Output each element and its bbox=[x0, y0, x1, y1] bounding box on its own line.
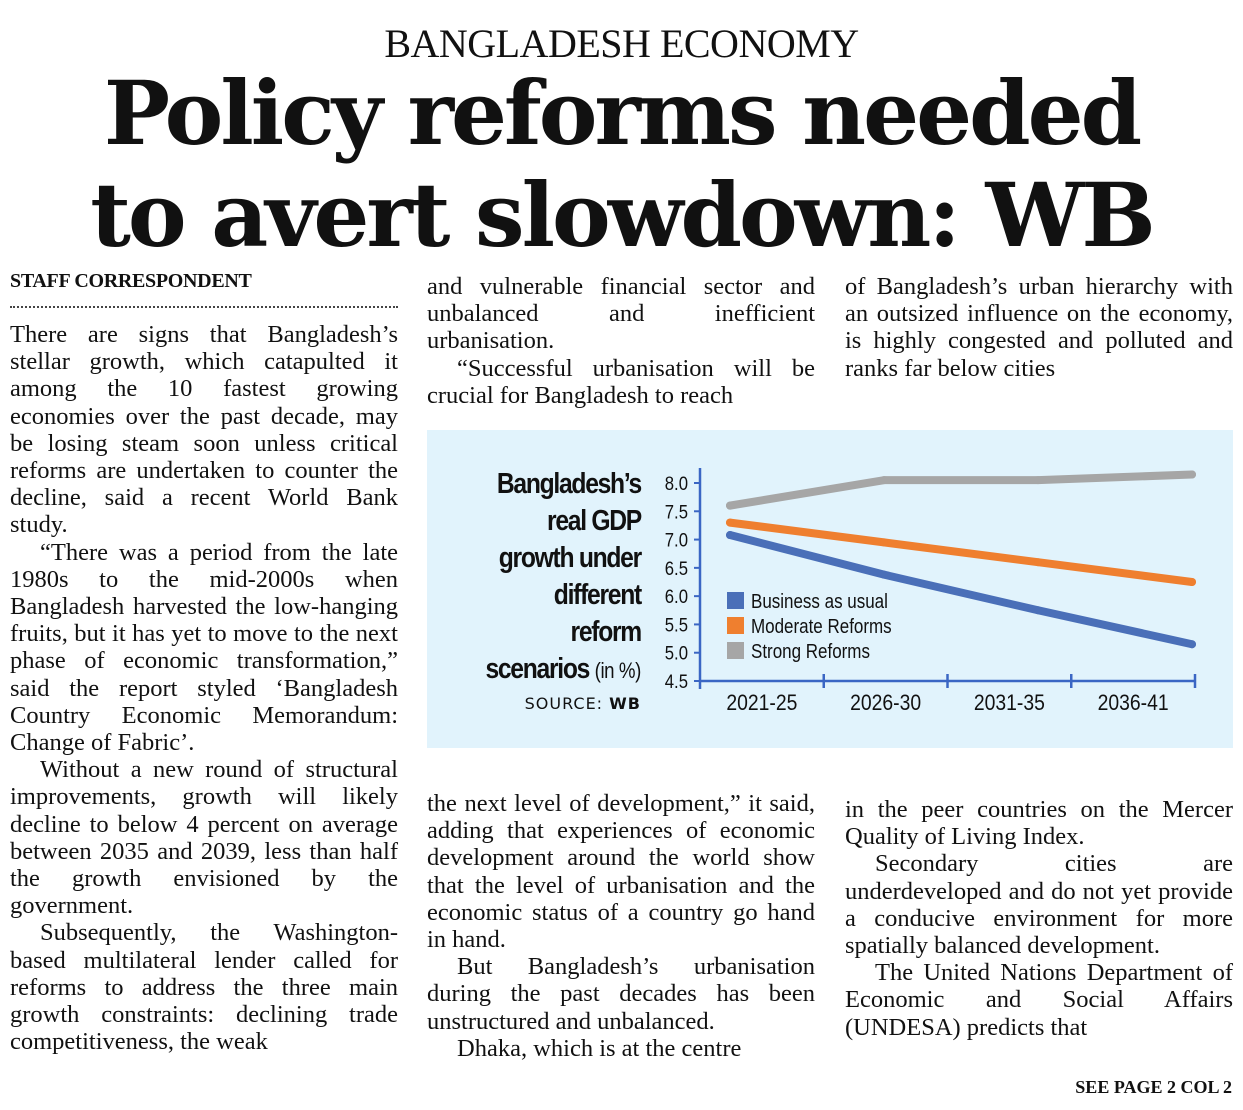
article-column-1: There are signs that Bangladesh’s stella… bbox=[10, 321, 398, 1055]
legend-label: Moderate Reforms bbox=[751, 615, 892, 638]
chart-title: Bangladesh’s real GDP growth under diffe… bbox=[485, 466, 643, 689]
paragraph: Dhaka, which is at the centre bbox=[457, 1034, 742, 1062]
chart-title-line: scenarios (in %) bbox=[485, 651, 642, 689]
data-point bbox=[1034, 606, 1042, 615]
legend-label: Business as usual bbox=[751, 590, 888, 613]
source-value: WB bbox=[609, 694, 641, 713]
series-line-moderate-reforms bbox=[726, 518, 1196, 586]
paragraph: “Successful urbanisation will be crucial… bbox=[427, 354, 815, 409]
y-tick-label: 4.5 bbox=[665, 671, 688, 692]
chart-title-word: scenarios bbox=[485, 653, 591, 685]
chart-title-line: reform bbox=[570, 616, 643, 648]
paragraph: Secondary cities are underdeveloped and … bbox=[845, 850, 1233, 960]
data-point bbox=[726, 518, 734, 527]
x-tick-label: 2026-30 bbox=[850, 691, 921, 715]
paragraph: of Bangladesh’s urban hierarchy with an … bbox=[845, 273, 1233, 382]
data-point bbox=[880, 476, 888, 485]
data-point bbox=[1034, 476, 1042, 485]
legend-swatch bbox=[727, 617, 744, 634]
paragraph: The United Nations Department of Economi… bbox=[845, 959, 1233, 1041]
chart-unit: (in %) bbox=[594, 658, 642, 683]
chart-title-line: real GDP bbox=[547, 505, 642, 537]
data-point bbox=[1188, 640, 1196, 649]
chart-source: SOURCE: WB bbox=[525, 694, 641, 713]
article-column-3-bottom: in the peer countries on the Mercer Qual… bbox=[845, 796, 1233, 1041]
y-tick-label: 6.0 bbox=[665, 586, 688, 607]
gdp-chart: Bangladesh’s real GDP growth under diffe… bbox=[427, 430, 1233, 748]
headline-line-1: Policy reforms needed bbox=[103, 61, 1142, 165]
data-point bbox=[1188, 470, 1196, 479]
paragraph: But Bangladesh’s urbanisation during the… bbox=[427, 953, 815, 1035]
source-label: SOURCE: bbox=[524, 694, 604, 713]
y-tick-label: 7.0 bbox=[665, 530, 688, 551]
data-point bbox=[880, 570, 888, 579]
chart-plot: 8.0 7.5 7.0 6.5 6.0 5.5 5.0 4.5 2021-25 2026-30 20… bbox=[665, 468, 1197, 715]
series-line-strong-reforms bbox=[726, 470, 1196, 510]
legend-label: Strong Reforms bbox=[751, 640, 870, 663]
paragraph: the next level of development,” it said,… bbox=[427, 790, 815, 954]
byline-divider bbox=[10, 306, 398, 308]
headline: Policy reforms needed to avert slowdown:… bbox=[0, 62, 1243, 266]
paragraph: Subsequently, the Washington-based multi… bbox=[10, 919, 398, 1056]
paragraph: Without a new round of structural improv… bbox=[10, 756, 398, 920]
headline-line-2: to avert slowdown: WB bbox=[90, 163, 1155, 267]
y-tick-label: 7.5 bbox=[665, 501, 688, 522]
legend-swatch bbox=[727, 642, 744, 659]
paragraph: in the peer countries on the Mercer Qual… bbox=[845, 796, 1233, 851]
byline: STAFF CORRESPONDENT bbox=[10, 270, 252, 292]
article-column-3-top: of Bangladesh’s urban hierarchy with an … bbox=[845, 273, 1233, 382]
chart-title-line: growth under bbox=[498, 542, 642, 574]
article-column-2-bottom: the next level of development,” it said,… bbox=[427, 790, 815, 1062]
paragraph: “There was a period from the late 1980s … bbox=[10, 538, 398, 757]
article-column-2-top: and vulnerable financial sector and unba… bbox=[427, 273, 815, 409]
series-line-business-as-usual bbox=[726, 531, 1196, 649]
paragraph: There are signs that Bangladesh’s stella… bbox=[10, 321, 398, 539]
chart-title-line: different bbox=[553, 579, 642, 611]
data-point bbox=[880, 538, 888, 547]
x-tick-label: 2036-41 bbox=[1098, 691, 1169, 715]
paragraph: and vulnerable financial sector and unba… bbox=[427, 273, 815, 355]
y-tick-label: 6.5 bbox=[665, 558, 688, 579]
continuation-note: SEE PAGE 2 COL 2 bbox=[1075, 1077, 1232, 1097]
data-point bbox=[726, 531, 734, 540]
x-tick-label: 2021-25 bbox=[726, 691, 797, 715]
y-tick-label: 5.5 bbox=[665, 614, 688, 635]
chart-title-line: Bangladesh’s bbox=[496, 468, 642, 500]
data-point bbox=[1034, 558, 1042, 567]
data-point bbox=[726, 501, 734, 510]
legend-swatch bbox=[727, 592, 744, 609]
section-kicker: BANGLADESH ECONOMY bbox=[384, 21, 859, 66]
data-point bbox=[1188, 578, 1196, 586]
y-tick-label: 5.0 bbox=[665, 643, 688, 664]
y-tick-label: 8.0 bbox=[665, 473, 688, 494]
x-tick-label: 2031-35 bbox=[974, 691, 1045, 715]
